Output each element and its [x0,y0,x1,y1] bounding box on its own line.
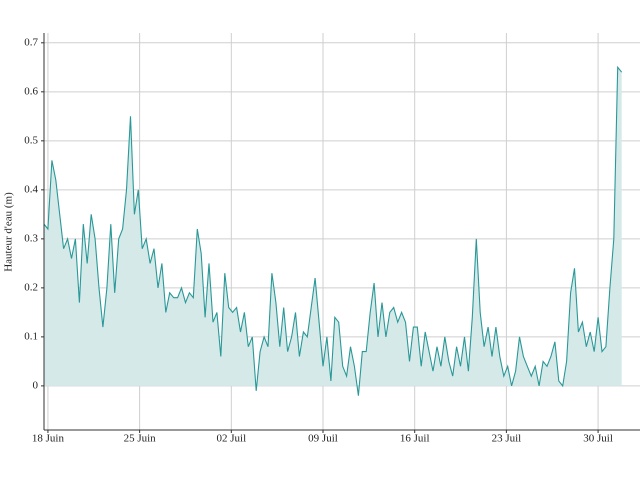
x-tick-label: 23 Juil [492,433,522,445]
y-tick-label: 0.4 [24,183,38,195]
y-tick-label: 0.5 [24,134,38,146]
y-axis-label: Hauteur d'eau (m) [3,192,15,272]
x-tick-label: 25 Juin [124,433,157,445]
y-tick-label: 0.1 [24,330,38,342]
line [43,65,623,396]
y-tick-label: 0.7 [24,36,38,48]
y-tick-label: 0.3 [24,232,38,244]
x-tick-label: 18 Juin [32,433,65,445]
x-tick-label: 09 Juil [308,433,338,445]
y-tick-label: 0.6 [24,85,38,97]
x-tick-label: 16 Juil [400,433,430,445]
x-tick-label: 02 Juil [216,433,246,445]
x-tick-label: 30 Juil [583,433,613,445]
y-tick-label: 0 [33,379,39,391]
y-tick-label: 0.2 [24,281,38,293]
area-fill [44,67,622,396]
